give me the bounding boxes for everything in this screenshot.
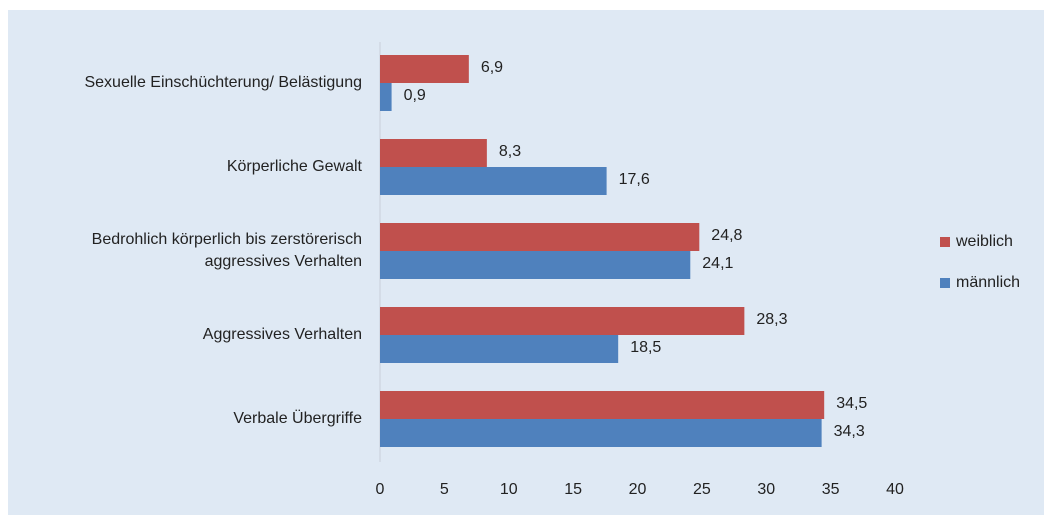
x-tick-label: 0 [376,481,385,498]
x-tick-label: 5 [440,481,449,498]
bar [380,83,392,111]
x-tick-label: 25 [693,481,711,498]
bar [380,307,745,335]
value-label: 6,9 [481,59,503,76]
bar [380,419,822,447]
x-tick-label: 15 [564,481,582,498]
bar [380,251,691,279]
category-label: Aggressives Verhalten [202,326,362,343]
bar [380,391,825,419]
value-label: 34,5 [836,395,867,412]
bar [380,335,619,363]
value-label: 28,3 [756,311,787,328]
legend-swatch [940,237,950,247]
legend-label: weiblich [955,233,1013,250]
x-tick-label: 20 [629,481,647,498]
bar [380,223,700,251]
bar [380,55,469,83]
x-tick-label: 30 [757,481,775,498]
value-label: 34,3 [834,423,865,440]
bar [380,167,607,195]
category-label: Sexuelle Einschüchterung/ Belästigung [84,74,362,91]
category-label: Verbale Übergriffe [233,410,362,427]
value-label: 17,6 [619,171,650,188]
value-label: 8,3 [499,143,521,160]
category-label: Bedrohlich körperlich bis zerstörerisch … [91,231,362,270]
value-label: 24,1 [702,255,733,272]
value-label: 18,5 [630,339,661,356]
value-label: 24,8 [711,227,742,244]
x-tick-label: 40 [886,481,904,498]
legend-label: männlich [956,274,1020,291]
legend-swatch [940,278,950,288]
x-tick-label: 10 [500,481,518,498]
category-label: Körperliche Gewalt [226,158,362,175]
value-label: 0,9 [404,87,426,104]
bar [380,139,487,167]
x-tick-label: 35 [822,481,840,498]
